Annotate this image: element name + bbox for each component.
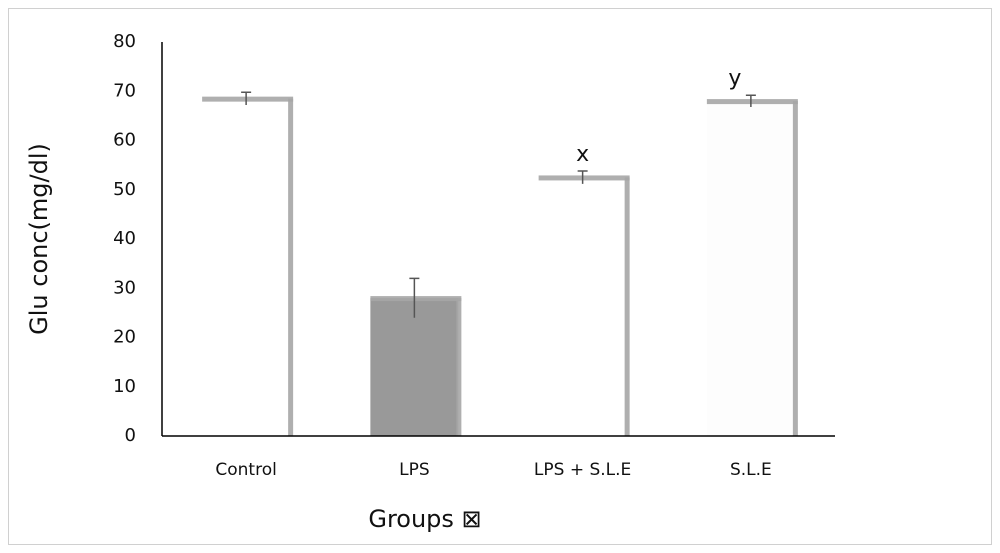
bar xyxy=(202,98,291,436)
y-tick-label: 80 xyxy=(113,31,136,52)
x-tick-label: S.L.E xyxy=(730,460,772,480)
error-bar xyxy=(241,91,252,106)
x-tick-label: LPS xyxy=(399,460,430,480)
bar-shadow xyxy=(706,99,798,105)
chart-frame xyxy=(8,8,992,545)
y-tick-label: 50 xyxy=(113,179,136,200)
y-tick-label: 40 xyxy=(113,228,136,249)
bar-shadow xyxy=(538,175,630,181)
bar xyxy=(706,101,795,436)
x-tick-label: LPS + S.L.E xyxy=(534,460,631,480)
bar xyxy=(370,298,459,436)
y-tick-label: 10 xyxy=(113,376,136,397)
y-axis-title: Glu conc(mg/dl) xyxy=(25,143,53,335)
bar-shadow xyxy=(456,298,462,436)
bar-shadow xyxy=(624,177,630,436)
x-axis-title: Groups ⊠ xyxy=(368,505,481,533)
bar-shadow xyxy=(792,101,798,436)
bar xyxy=(538,177,627,436)
annotation: x xyxy=(576,142,589,167)
y-tick-label: 20 xyxy=(113,327,136,348)
y-tick-label: 60 xyxy=(113,130,136,151)
error-bar xyxy=(745,94,756,108)
annotation: y xyxy=(728,66,741,91)
y-tick-label: 70 xyxy=(113,80,136,101)
error-bar xyxy=(409,277,420,318)
error-bar xyxy=(577,170,588,184)
y-tick-label: 30 xyxy=(113,277,136,298)
bar-shadow xyxy=(288,98,294,436)
bar-shadow xyxy=(370,296,462,302)
bar-shadow xyxy=(202,96,294,102)
y-tick-label: 0 xyxy=(125,425,136,446)
x-tick-label: Control xyxy=(215,460,276,480)
